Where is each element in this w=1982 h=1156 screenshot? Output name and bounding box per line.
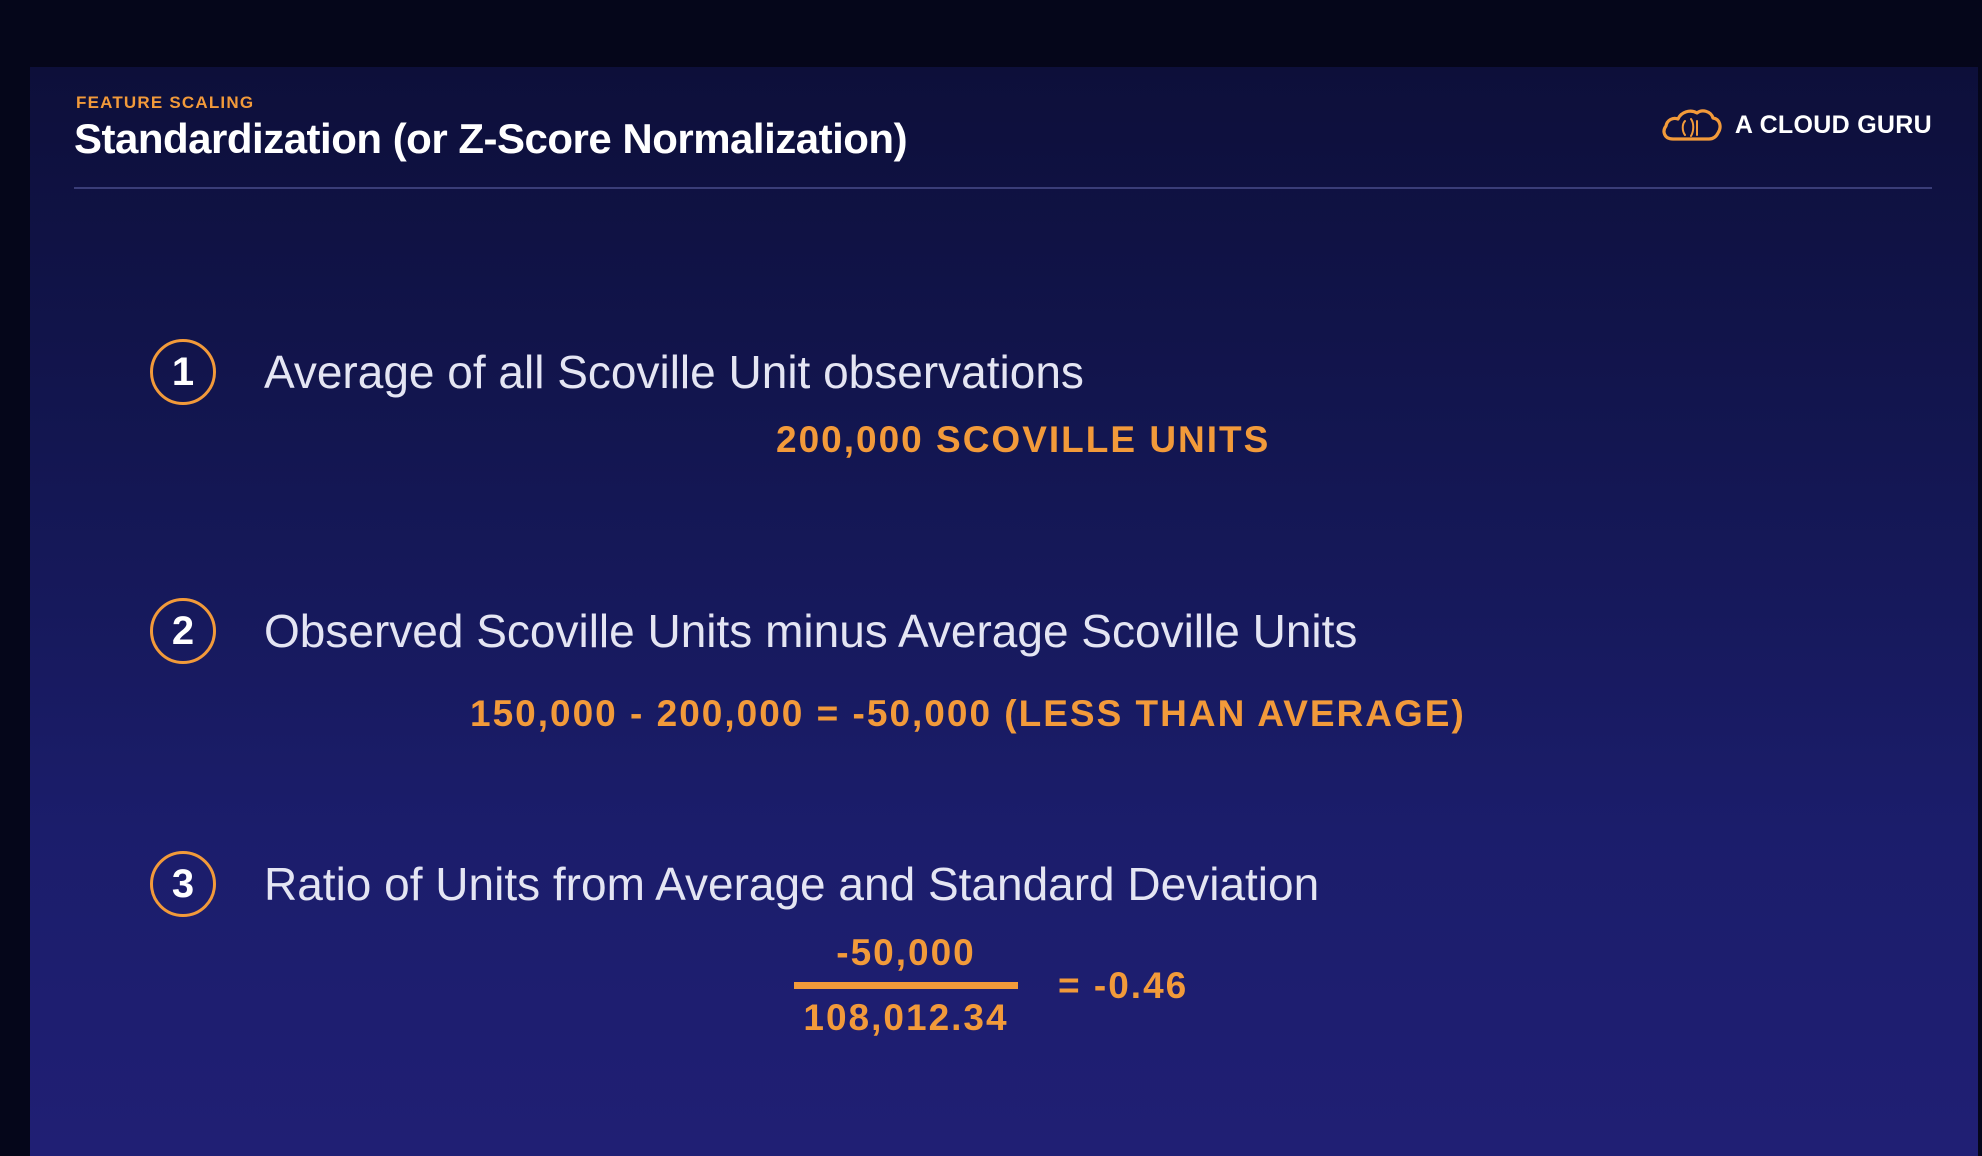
slide-title: Standardization (or Z-Score Normalizatio… xyxy=(74,115,908,162)
fraction-denominator: 108,012.34 xyxy=(803,997,1009,1038)
brand-name: A CLOUD GURU xyxy=(1734,110,1932,139)
step-3-number-badge: 3 xyxy=(150,851,216,917)
header-divider xyxy=(74,187,1932,189)
step-1-text: Average of all Scoville Unit observation… xyxy=(264,346,1084,398)
step-1-value: 200,000 SCOVILLE UNITS xyxy=(776,419,1271,460)
fraction-numerator: -50,000 xyxy=(836,932,976,973)
step-2-equation: 150,000 - 200,000 = -50,000 (LESS THAN A… xyxy=(470,693,1466,734)
fraction-result: = -0.46 xyxy=(1058,964,1189,1006)
fraction-bar xyxy=(794,982,1018,989)
cloud-logo-icon xyxy=(1659,105,1723,145)
brand: A CLOUD GURU xyxy=(1659,105,1932,145)
step-2: 2 Observed Scoville Units minus Average … xyxy=(150,598,1357,664)
step-2-number-badge: 2 xyxy=(150,598,216,664)
slide: FEATURE SCALING Standardization (or Z-Sc… xyxy=(30,67,1978,1156)
step-2-text: Observed Scoville Units minus Average Sc… xyxy=(264,605,1358,657)
fraction-stack: -50,000 108,012.34 xyxy=(794,930,1018,1041)
step-3-text: Ratio of Units from Average and Standard… xyxy=(264,858,1320,910)
step-3: 3 Ratio of Units from Average and Standa… xyxy=(150,851,1319,917)
z-score-fraction: -50,000 108,012.34 = -0.46 xyxy=(794,930,1188,1041)
step-1-number-badge: 1 xyxy=(150,339,216,405)
section-kicker: FEATURE SCALING xyxy=(76,93,255,112)
step-1: 1 Average of all Scoville Unit observati… xyxy=(150,339,1084,405)
